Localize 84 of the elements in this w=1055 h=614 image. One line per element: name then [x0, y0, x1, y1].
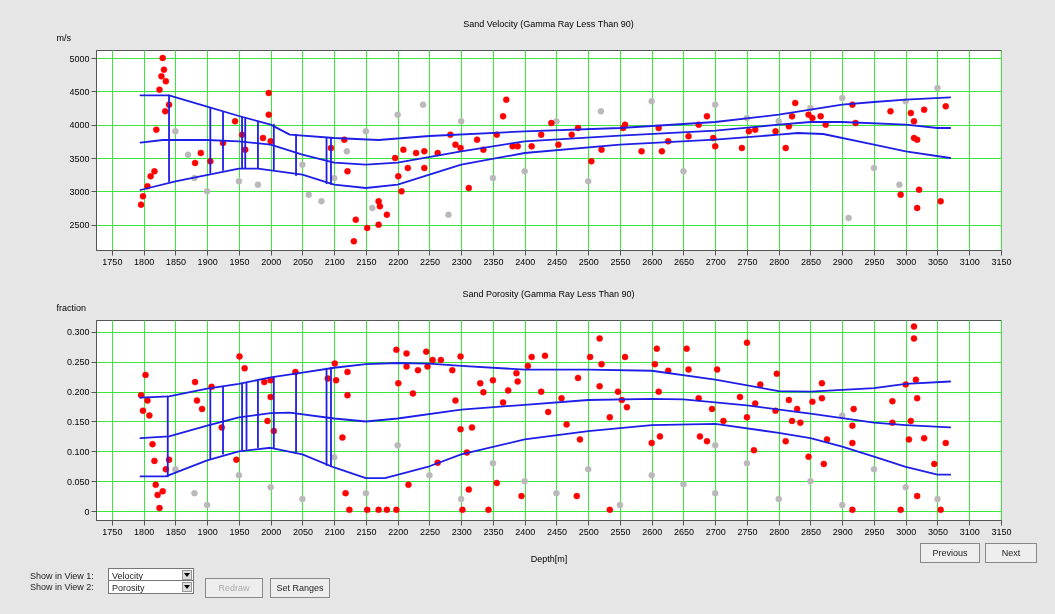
chart-title: Sand Porosity (Gamma Ray Less Than 90)	[462, 289, 635, 299]
x-tick-label: 2750	[737, 526, 758, 537]
text: Previous	[920, 543, 980, 563]
text: Show in View 1:	[30, 571, 94, 581]
text: Show in View 2:	[30, 582, 94, 592]
x-tick-label: 2450	[546, 526, 567, 537]
x-tick-label: 2950	[864, 526, 885, 537]
x-tick-label: 2300	[451, 256, 472, 267]
chart-title: Sand Velocity (Gamma Ray Less Than 90)	[463, 19, 634, 29]
x-tick-label: 2050	[292, 526, 313, 537]
x-tick-label: 2800	[769, 256, 790, 267]
y-tick-label: 0.150	[66, 416, 90, 427]
text: Velocity	[112, 571, 144, 581]
x-tick-label: 2400	[515, 526, 536, 537]
x-tick-label: 2750	[737, 256, 758, 267]
x-tick-label: 1950	[229, 526, 250, 537]
x-tick-label: 1750	[102, 256, 123, 267]
x-tick-label: 2100	[324, 526, 345, 537]
y-tick-label: 2500	[69, 220, 90, 231]
x-tick-label: 2400	[515, 256, 536, 267]
x-tick-label: 2000	[261, 526, 282, 537]
x-tick-label: 2350	[483, 256, 504, 267]
x-tick-label: 2000	[261, 256, 282, 267]
x-tick-label: 2250	[419, 526, 440, 537]
x-tick-label: 3100	[959, 256, 980, 267]
text: Redraw	[205, 578, 263, 598]
x-tick-label: 1900	[197, 256, 218, 267]
x-tick-label: 2200	[388, 256, 409, 267]
x-tick-label: 2150	[356, 256, 377, 267]
x-tick-label: 1800	[134, 526, 155, 537]
x-tick-label: 2300	[451, 526, 472, 537]
text: Set Ranges	[270, 578, 330, 598]
x-tick-label: 2850	[800, 256, 821, 267]
y-tick-label: 0.100	[66, 446, 90, 457]
x-tick-label: 2850	[800, 526, 821, 537]
y-tick-label: 0	[84, 506, 90, 517]
x-tick-label: 2150	[356, 526, 377, 537]
x-tick-label: 2600	[642, 256, 663, 267]
y-axis-title: fraction	[56, 302, 87, 313]
x-tick-label: 2250	[419, 256, 440, 267]
x-tick-label: 1850	[165, 256, 186, 267]
x-tick-label: 1850	[165, 526, 186, 537]
x-tick-label: 2550	[610, 256, 631, 267]
x-tick-label: 1950	[229, 256, 250, 267]
y-tick-label: 5000	[69, 53, 90, 64]
x-tick-label: 2550	[610, 526, 631, 537]
x-tick-label: 2600	[642, 526, 663, 537]
x-tick-label: 3050	[927, 526, 949, 537]
x-tick-label: 2100	[324, 256, 345, 267]
x-tick-label: 3100	[959, 526, 980, 537]
x-tick-label: 2650	[673, 526, 694, 537]
y-tick-label: 0.300	[66, 327, 90, 338]
x-axis-title: Depth[m]	[530, 553, 568, 564]
x-tick-label: 3150	[991, 256, 1012, 267]
y-tick-label: 0.200	[66, 387, 90, 398]
x-tick-label: 2700	[705, 256, 726, 267]
x-tick-label: 3000	[896, 256, 917, 267]
x-tick-label: 2200	[388, 526, 409, 537]
x-tick-label: 2450	[546, 256, 567, 267]
x-tick-label: 3150	[991, 526, 1012, 537]
x-tick-label: 2650	[673, 256, 694, 267]
text: Next	[985, 543, 1037, 563]
x-tick-label: 2800	[769, 526, 790, 537]
y-tick-label: 0.250	[66, 357, 90, 368]
x-tick-label: 2500	[578, 256, 599, 267]
y-tick-label: 3000	[69, 186, 90, 197]
y-tick-label: 0.050	[66, 476, 90, 487]
x-tick-label: 2950	[864, 256, 885, 267]
x-tick-label: 3050	[927, 256, 949, 267]
y-tick-label: 4000	[69, 120, 90, 131]
x-tick-label: 2900	[832, 526, 853, 537]
x-tick-label: 2050	[292, 256, 313, 267]
x-tick-label: 1800	[134, 256, 155, 267]
x-tick-label: 2500	[578, 526, 599, 537]
x-tick-label: 2350	[483, 526, 504, 537]
text: Porosity	[112, 583, 145, 593]
x-tick-label: 1750	[102, 526, 123, 537]
y-tick-label: 3500	[69, 153, 90, 164]
y-axis-title: m/s	[56, 32, 72, 43]
x-tick-label: 3000	[896, 526, 917, 537]
x-tick-label: 2900	[832, 256, 853, 267]
x-tick-label: 2700	[705, 526, 726, 537]
x-tick-label: 1900	[197, 526, 218, 537]
y-tick-label: 4500	[69, 86, 90, 97]
